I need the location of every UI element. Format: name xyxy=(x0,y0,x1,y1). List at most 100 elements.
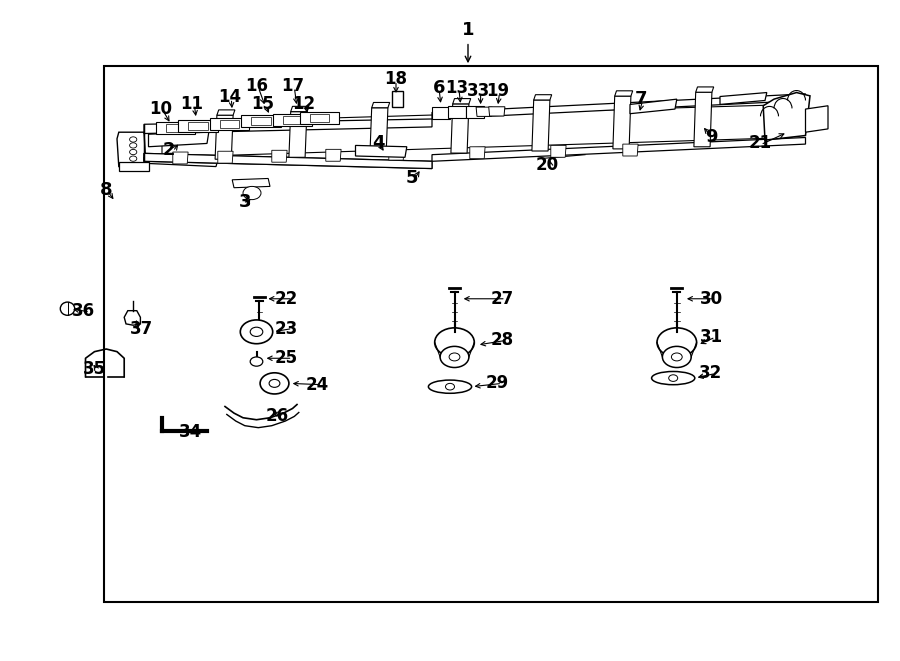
Circle shape xyxy=(446,383,454,390)
Text: 34: 34 xyxy=(179,422,203,441)
Polygon shape xyxy=(119,162,148,171)
Text: 22: 22 xyxy=(274,290,298,308)
Text: 28: 28 xyxy=(491,331,514,350)
Circle shape xyxy=(662,346,691,368)
Polygon shape xyxy=(300,112,339,124)
Polygon shape xyxy=(326,149,341,161)
Polygon shape xyxy=(217,110,235,115)
Polygon shape xyxy=(489,107,505,116)
Polygon shape xyxy=(156,122,195,134)
Polygon shape xyxy=(532,100,550,151)
Polygon shape xyxy=(272,150,287,162)
Text: 8: 8 xyxy=(100,181,112,200)
Circle shape xyxy=(130,137,137,142)
Polygon shape xyxy=(117,132,146,167)
Circle shape xyxy=(130,156,137,161)
Polygon shape xyxy=(162,104,794,157)
Text: 16: 16 xyxy=(245,77,268,95)
Polygon shape xyxy=(615,91,633,96)
Polygon shape xyxy=(466,106,484,118)
Circle shape xyxy=(260,373,289,394)
Text: 25: 25 xyxy=(274,349,298,368)
Polygon shape xyxy=(291,106,309,112)
Text: 19: 19 xyxy=(486,82,509,100)
Circle shape xyxy=(269,379,280,387)
Text: 7: 7 xyxy=(634,90,647,108)
Text: 23: 23 xyxy=(274,319,298,338)
Circle shape xyxy=(130,149,137,155)
Polygon shape xyxy=(166,124,185,132)
Polygon shape xyxy=(476,107,492,116)
Polygon shape xyxy=(241,115,281,127)
Text: 11: 11 xyxy=(180,95,203,113)
Polygon shape xyxy=(451,104,469,153)
Polygon shape xyxy=(178,120,218,132)
Text: 14: 14 xyxy=(218,88,241,106)
Text: 37: 37 xyxy=(130,319,153,338)
Text: 18: 18 xyxy=(384,70,408,89)
Circle shape xyxy=(669,375,678,381)
Text: 1: 1 xyxy=(462,20,474,39)
Polygon shape xyxy=(220,120,239,128)
Polygon shape xyxy=(144,157,218,167)
Text: 5: 5 xyxy=(406,169,419,188)
Text: 4: 4 xyxy=(372,134,384,153)
Polygon shape xyxy=(232,178,270,188)
Text: 31: 31 xyxy=(699,328,723,346)
Polygon shape xyxy=(613,96,631,149)
Text: 13: 13 xyxy=(446,79,469,97)
Circle shape xyxy=(657,328,697,357)
Polygon shape xyxy=(453,98,471,104)
Text: 29: 29 xyxy=(486,374,509,393)
Bar xyxy=(104,66,878,602)
Polygon shape xyxy=(144,119,432,134)
Polygon shape xyxy=(623,144,638,156)
Circle shape xyxy=(440,346,469,368)
Polygon shape xyxy=(432,107,450,119)
Circle shape xyxy=(240,320,273,344)
Text: 36: 36 xyxy=(72,301,95,320)
Circle shape xyxy=(449,353,460,361)
Circle shape xyxy=(671,353,682,361)
Polygon shape xyxy=(215,115,233,159)
Text: 17: 17 xyxy=(281,77,304,95)
Circle shape xyxy=(130,143,137,148)
Text: 15: 15 xyxy=(251,95,274,113)
Text: 33: 33 xyxy=(467,82,491,100)
Polygon shape xyxy=(720,93,767,104)
Ellipse shape xyxy=(60,302,75,315)
Polygon shape xyxy=(144,153,432,169)
Text: 3: 3 xyxy=(238,192,251,211)
Polygon shape xyxy=(448,106,466,118)
Text: 26: 26 xyxy=(266,407,289,426)
Polygon shape xyxy=(372,102,390,108)
Text: 12: 12 xyxy=(292,95,316,113)
Ellipse shape xyxy=(428,380,472,393)
Polygon shape xyxy=(696,87,714,93)
Text: 27: 27 xyxy=(491,290,514,308)
Text: 32: 32 xyxy=(699,364,723,383)
Polygon shape xyxy=(763,93,810,140)
Text: 30: 30 xyxy=(699,290,723,308)
Polygon shape xyxy=(470,147,485,159)
Text: 21: 21 xyxy=(749,134,772,153)
Polygon shape xyxy=(432,137,806,161)
Text: 9: 9 xyxy=(705,128,717,146)
Polygon shape xyxy=(806,106,828,132)
Polygon shape xyxy=(218,151,233,163)
Text: 24: 24 xyxy=(305,375,328,394)
Text: 6: 6 xyxy=(433,79,446,97)
Text: 2: 2 xyxy=(163,141,176,159)
Polygon shape xyxy=(210,118,249,130)
Polygon shape xyxy=(289,112,307,157)
Polygon shape xyxy=(370,108,388,155)
Circle shape xyxy=(250,327,263,336)
Polygon shape xyxy=(251,117,271,125)
Polygon shape xyxy=(356,145,407,157)
Polygon shape xyxy=(173,152,188,164)
Polygon shape xyxy=(694,93,712,147)
Text: 10: 10 xyxy=(148,100,172,118)
Text: 35: 35 xyxy=(83,360,106,378)
Circle shape xyxy=(435,328,474,357)
Text: 20: 20 xyxy=(536,156,559,175)
